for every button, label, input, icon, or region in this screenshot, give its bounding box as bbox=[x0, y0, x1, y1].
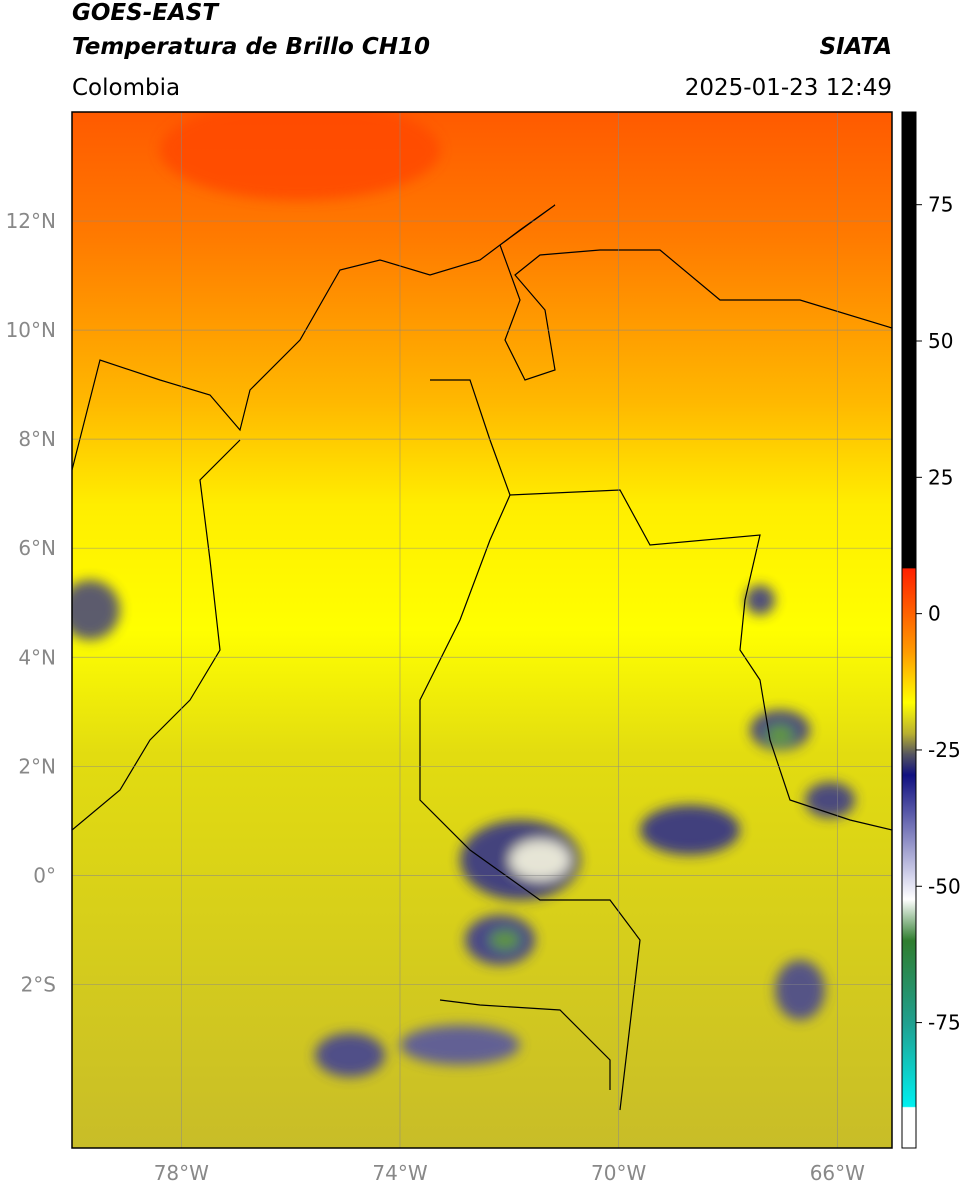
colorbar bbox=[901, 111, 917, 1149]
colorbar-tick-label: -50 bbox=[928, 874, 961, 898]
colorbar-tick-label: 25 bbox=[928, 465, 953, 489]
lat-tick-label: 12°N bbox=[6, 209, 56, 233]
lat-tick-label: 6°N bbox=[18, 536, 56, 560]
lat-tick-label: 10°N bbox=[6, 318, 56, 342]
lat-tick-label: 2°N bbox=[18, 754, 56, 778]
lon-tick-label: 70°W bbox=[591, 1161, 646, 1185]
graticule bbox=[72, 112, 892, 1148]
datetime: 2025-01-23 12:49 bbox=[685, 75, 892, 101]
colorbar-tick-label: -75 bbox=[928, 1011, 961, 1035]
lon-tick-label: 78°W bbox=[154, 1161, 209, 1185]
lat-tick-label: 0° bbox=[33, 863, 56, 887]
subtitle: Temperatura de Brillo CH10 bbox=[72, 34, 430, 60]
map-frame bbox=[71, 111, 893, 1149]
source: SIATA bbox=[820, 34, 892, 60]
lon-tick-label: 74°W bbox=[372, 1161, 427, 1185]
colorbar-tick-label: 0 bbox=[928, 602, 941, 626]
lat-tick-label: 2°S bbox=[21, 972, 56, 996]
lat-tick-label: 8°N bbox=[18, 427, 56, 451]
colorbar-tick-label: -25 bbox=[928, 738, 961, 762]
map-image bbox=[72, 112, 892, 1148]
colorbar-tick-label: 75 bbox=[928, 193, 953, 217]
title: GOES-EAST bbox=[72, 0, 220, 26]
region: Colombia bbox=[72, 75, 180, 101]
lon-tick-label: 66°W bbox=[810, 1161, 865, 1185]
colorbar-tick-label: 50 bbox=[928, 329, 953, 353]
lat-tick-label: 4°N bbox=[18, 645, 56, 669]
